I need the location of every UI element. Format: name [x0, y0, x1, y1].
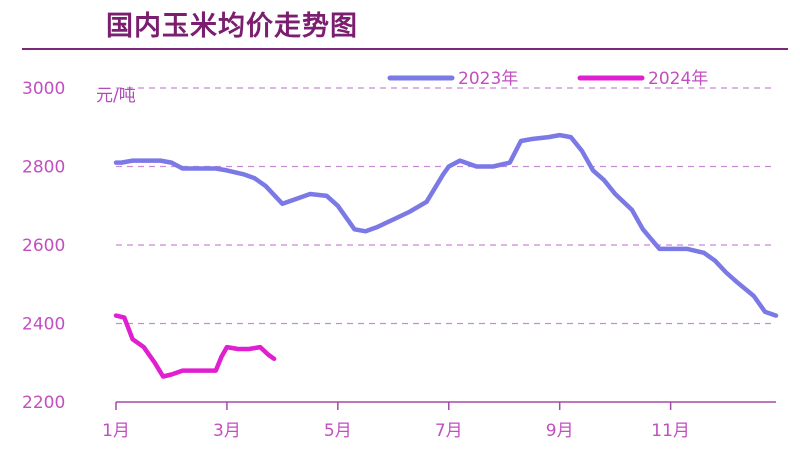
chart-title: 国内玉米均价走势图 [106, 11, 358, 42]
x-tick-label: 3月 [213, 421, 241, 441]
y-tick-label: 2600 [22, 236, 65, 256]
x-axis: 1月 3月 5月 7月 9月 11月 [102, 401, 776, 441]
y-tick-label: 2200 [22, 393, 65, 413]
series-line-2 [113, 313, 277, 379]
y-axis-unit-label: 元/吨 [96, 86, 136, 106]
series-line-1 [113, 132, 779, 318]
y-tick-label: 2800 [22, 158, 65, 178]
x-tick-label: 5月 [324, 421, 352, 441]
legend-label-2: 2024年 [648, 69, 708, 89]
x-tick-label: 7月 [435, 421, 463, 441]
x-tick-label: 9月 [546, 421, 574, 441]
y-tick-label: 3000 [22, 79, 65, 99]
legend-label-1: 2023年 [458, 69, 518, 89]
title-divider [22, 48, 788, 50]
y-tick-label: 2400 [22, 315, 65, 335]
legend: 2023年 2024年 [387, 69, 708, 89]
gridlines [116, 87, 776, 325]
x-tick-label: 11月 [651, 421, 690, 441]
x-tick-label: 1月 [102, 421, 130, 441]
series-lines [113, 132, 779, 379]
y-axis-ticks: 2200 2400 2600 2800 3000 [22, 79, 65, 413]
